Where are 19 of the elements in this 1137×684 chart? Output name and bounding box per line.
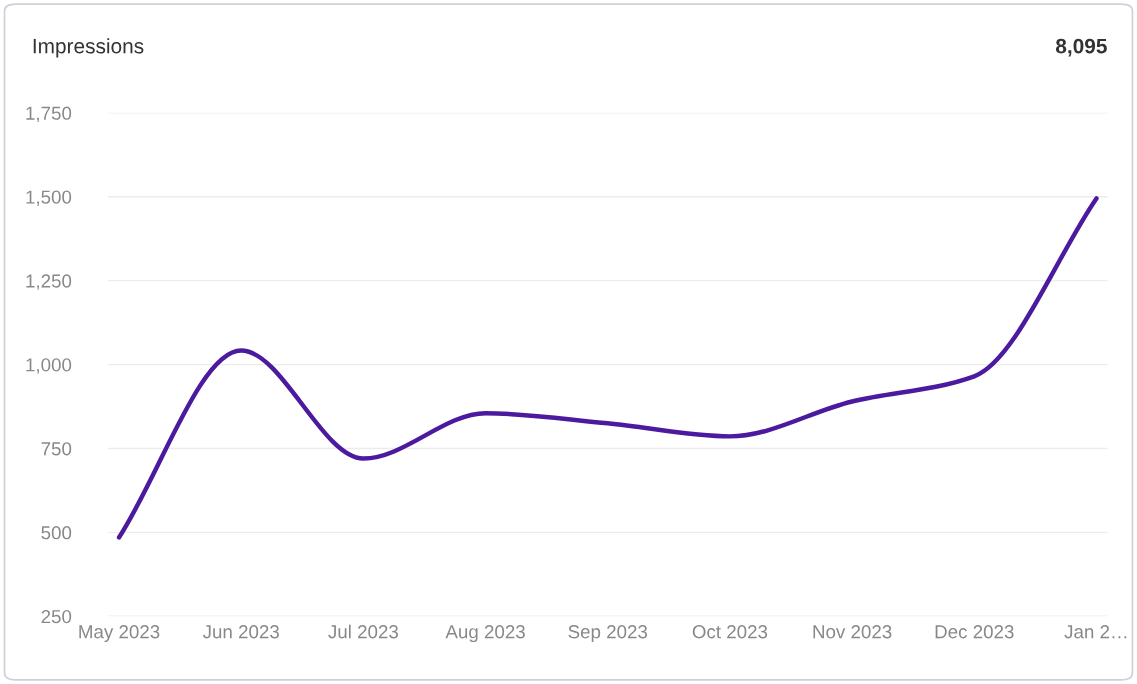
text: 8,095 [1055,38,1107,57]
y-tick-label: 250 [41,609,72,624]
y-tick-label: 1,000 [26,358,72,374]
x-tick-label: Jul 2023 [328,624,398,639]
line-series [116,196,1099,540]
y-tick-label: 1,750 [26,106,72,123]
y-tick-label: 1,500 [26,190,72,206]
x-tick-label: Nov 2023 [813,625,892,639]
x-tick-label: Jan 2… [1064,625,1127,639]
x-tick-label: Sep 2023 [568,625,648,643]
x-tick-label: Jun 2023 [202,625,279,639]
y-tick-label: 500 [41,526,72,540]
y-tick-label: 750 [41,442,72,456]
x-tick-label: Dec 2023 [935,625,1014,639]
x-tick-label: Aug 2023 [445,625,525,643]
y-tick-label: 1,250 [26,274,72,290]
x-tick-label: May 2023 [79,625,160,643]
x-tick-label: Oct 2023 [692,625,768,639]
chart-title: Impressions [33,38,144,58]
